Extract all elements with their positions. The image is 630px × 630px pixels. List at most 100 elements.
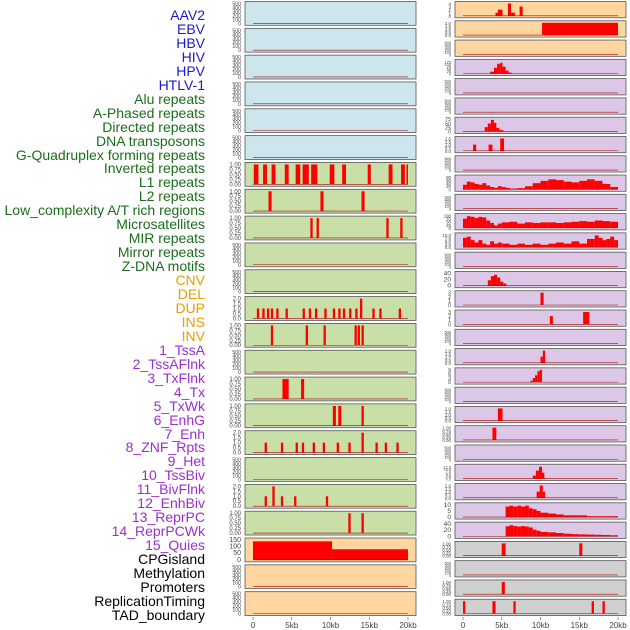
y-tick-label: 0.0 — [233, 504, 242, 510]
track-panel — [454, 328, 627, 346]
data-bar — [579, 180, 587, 190]
data-bar — [320, 191, 324, 212]
y-tick-label: 400 — [444, 447, 451, 452]
y-tick-label: 500 — [444, 561, 451, 566]
data-bar — [511, 12, 515, 16]
y-tick-label: 500 — [232, 243, 241, 249]
data-bar — [563, 181, 572, 190]
y-tick-label: 400 — [444, 255, 451, 260]
y-tick-label: 0.50 — [229, 387, 241, 393]
y-tick-label: 200 — [232, 469, 241, 475]
y-tick-label: 400 — [232, 32, 241, 38]
data-bar — [548, 513, 556, 518]
track-label: Alu repeats — [134, 90, 205, 107]
track-panel — [454, 39, 627, 57]
y-tick-label: 300 — [444, 161, 451, 166]
y-tick-label: 400 — [444, 81, 451, 86]
track-label: 5_TxWk — [153, 397, 205, 414]
data-bar — [507, 3, 512, 16]
y-tick-label: 300 — [232, 117, 241, 123]
y-tick-label: 0.75 — [442, 602, 451, 607]
data-bar — [310, 218, 313, 238]
y-tick-label: 2.0 — [445, 406, 452, 411]
data-bar — [537, 371, 540, 383]
data-bar — [473, 144, 477, 151]
y-tick-label: 1 — [448, 318, 451, 324]
track-label: EBV — [176, 20, 205, 37]
data-bar — [571, 221, 580, 228]
y-tick-label: 300 — [444, 45, 451, 50]
track-panel — [244, 430, 417, 455]
y-tick-label: 300 — [232, 573, 241, 579]
y-tick-label: 1.0 — [233, 441, 242, 447]
track-label: 15_Quies — [145, 537, 205, 554]
y-tick-label: 0.5 — [445, 146, 452, 151]
data-bar — [482, 217, 487, 228]
y-tick-label: 300 — [444, 392, 451, 397]
data-bar — [532, 475, 536, 479]
data-bar — [556, 533, 564, 537]
data-bar — [509, 244, 518, 248]
y-tick-label: 0 — [449, 14, 452, 19]
data-bar — [540, 531, 549, 537]
y-tick-label: 40 — [444, 521, 452, 528]
y-tick-label: 0 — [238, 290, 241, 296]
data-bar — [295, 164, 301, 185]
y-tick-label: 1.5 — [445, 409, 452, 414]
y-tick-label: 0.00 — [442, 612, 451, 617]
data-bar — [583, 312, 590, 325]
track-label: L2 repeats — [138, 188, 205, 205]
y-tick-label: 100 — [444, 455, 451, 460]
data-bar — [542, 491, 546, 498]
y-tick-label: 0 — [449, 457, 452, 462]
y-tick-label: 0.00 — [442, 438, 451, 443]
data-bar — [540, 244, 549, 248]
track-panel — [244, 215, 417, 241]
data-bar — [610, 221, 618, 228]
y-tick-label: 0.5 — [445, 30, 452, 35]
y-tick-label: 0.00 — [229, 397, 241, 403]
y-tick-label: 3 — [448, 291, 451, 297]
data-bar — [571, 182, 580, 190]
y-tick-label: 200 — [232, 40, 241, 46]
data-bar — [324, 308, 327, 319]
x-tick-label: 15kb — [571, 621, 589, 630]
data-bar — [276, 308, 279, 319]
y-tick-label: 2.0 — [445, 136, 452, 141]
y-tick-label: 10.0 — [442, 233, 451, 238]
data-bar — [548, 179, 556, 190]
data-bar — [348, 513, 351, 534]
y-tick-label: 12.5 — [443, 464, 451, 469]
track-panel — [454, 78, 627, 96]
y-tick-label: 500 — [232, 458, 241, 464]
y-tick-label: 0.50 — [442, 586, 451, 591]
track-panel — [244, 27, 417, 53]
track-panel — [244, 457, 417, 482]
y-tick-label: 1.0 — [445, 413, 452, 418]
data-bar — [497, 186, 502, 190]
data-bar — [494, 274, 498, 286]
y-tick-label: 500 — [232, 136, 241, 142]
data-bar — [540, 292, 544, 305]
track-panel — [454, 386, 627, 404]
data-bar — [497, 277, 501, 286]
y-tick-label: 0.5 — [233, 446, 242, 452]
data-bar — [540, 222, 549, 228]
data-bar — [263, 164, 267, 185]
data-bar — [536, 491, 540, 498]
y-tick-label: 0.75 — [229, 221, 241, 227]
y-tick-label: 100 — [232, 151, 241, 157]
x-tick-label: 0 — [251, 621, 256, 630]
data-bar — [602, 601, 605, 614]
track-label: A-Phased repeats — [92, 104, 205, 121]
data-bar — [602, 240, 607, 248]
y-tick-label: 0 — [449, 110, 452, 115]
data-bar — [571, 515, 580, 518]
y-tick-label: 2.0 — [445, 484, 452, 489]
y-tick-label: 0.25 — [229, 419, 241, 425]
y-tick-label: 0.5 — [445, 416, 452, 421]
y-tick-label: 200 — [444, 86, 451, 91]
data-bar — [525, 222, 533, 228]
data-bar — [494, 67, 498, 74]
y-tick-label: 200 — [444, 47, 451, 52]
